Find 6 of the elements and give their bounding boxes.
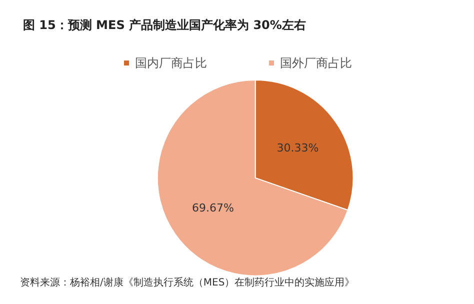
text: 资料来源：杨裕相/谢康《制造执行系统（MES）在制药行业中的实施应用》 — [20, 276, 355, 288]
legend-label: 国外厂商占比 — [280, 56, 352, 70]
data-label: 69.67% — [192, 202, 234, 215]
data-label: 30.33% — [276, 141, 319, 154]
legend-label: 国内厂商占比 — [135, 56, 207, 70]
chart-title: 图 15：预测 MES 产品制造业国产化率为 30%左右 — [23, 18, 306, 32]
